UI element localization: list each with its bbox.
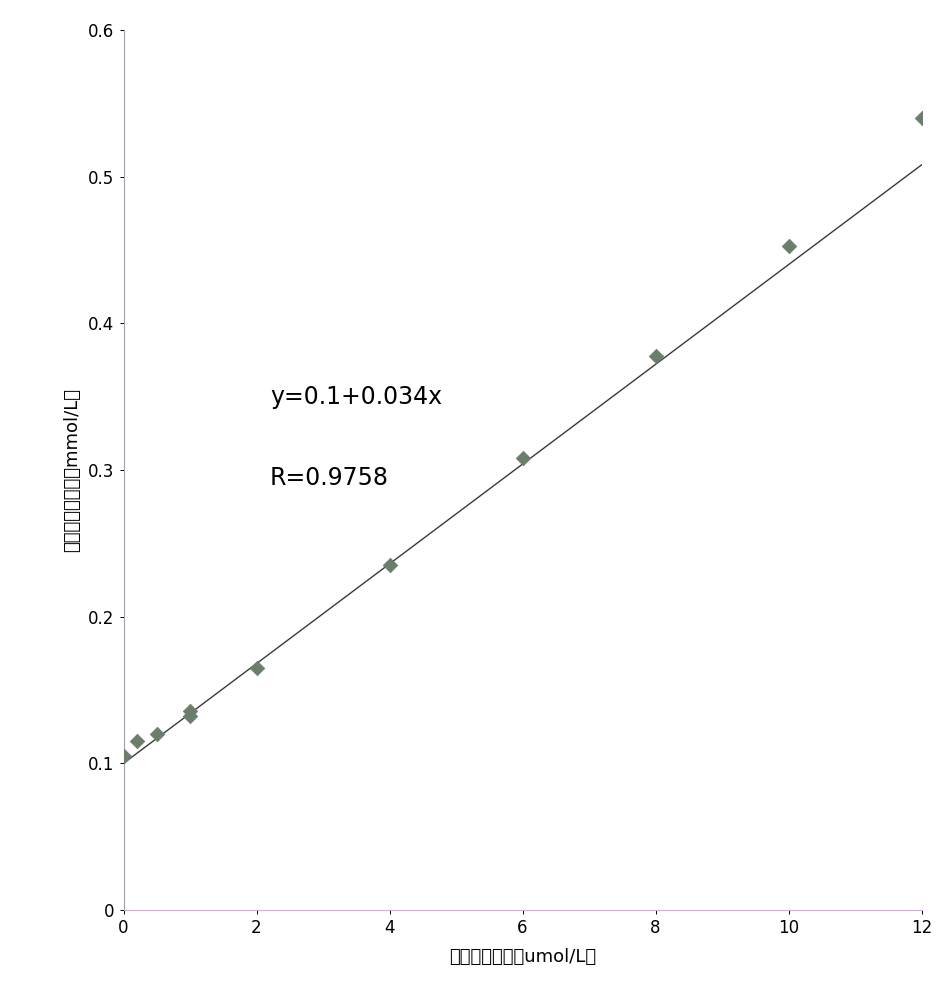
Text: R=0.9758: R=0.9758: [270, 466, 389, 490]
Y-axis label: 萌糖仪检测浓度（mmol/L）: 萌糖仪检测浓度（mmol/L）: [63, 388, 81, 552]
Point: [116, 748, 131, 764]
Point: [249, 660, 264, 676]
Point: [914, 110, 929, 126]
Point: [781, 238, 796, 254]
Point: [382, 557, 397, 573]
Point: [129, 733, 144, 749]
Point: [648, 348, 663, 364]
Text: y=0.1+0.034x: y=0.1+0.034x: [270, 385, 442, 409]
Point: [515, 450, 530, 466]
X-axis label: 胰岛素的浓度（umol/L）: 胰岛素的浓度（umol/L）: [449, 948, 596, 966]
Point: [149, 726, 164, 742]
Point: [182, 708, 198, 724]
Point: [182, 703, 198, 719]
